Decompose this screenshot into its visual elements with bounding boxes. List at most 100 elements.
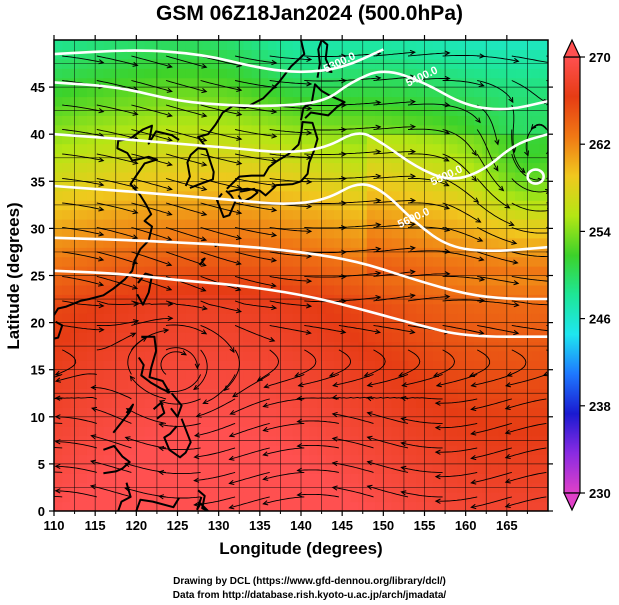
heat-cell xyxy=(301,209,310,220)
streamline xyxy=(164,374,202,392)
heat-cell xyxy=(325,473,335,484)
streamline xyxy=(229,471,270,484)
heat-cell xyxy=(383,379,393,390)
streamline-arrow xyxy=(193,453,200,460)
heat-cell xyxy=(218,40,228,51)
streamline xyxy=(407,202,450,210)
heat-cell xyxy=(202,369,212,380)
heat-cell xyxy=(449,40,459,51)
heat-cell xyxy=(498,266,508,277)
streamline-arrow xyxy=(200,286,207,292)
heat-cell xyxy=(416,143,426,154)
streamline xyxy=(476,104,499,145)
heat-cell xyxy=(128,96,137,107)
heat-cell xyxy=(539,426,548,437)
heat-cell xyxy=(408,40,417,51)
heat-cell xyxy=(366,237,376,248)
heat-cell xyxy=(292,322,302,333)
heat-cell xyxy=(251,228,261,239)
heat-cell xyxy=(136,115,146,126)
heat-cell xyxy=(119,237,129,248)
heat-cell xyxy=(161,501,170,511)
heat-cell xyxy=(259,397,269,408)
heat-cell xyxy=(103,209,113,220)
heat-cell xyxy=(383,454,393,465)
heat-cell xyxy=(54,397,63,408)
heat-cell xyxy=(457,68,467,79)
streamline xyxy=(96,332,136,351)
heat-cell xyxy=(432,284,442,295)
heat-cell xyxy=(366,426,376,437)
heat-cell xyxy=(78,360,88,371)
streamline-arrow xyxy=(54,439,61,445)
heat-cell xyxy=(169,492,179,503)
x-tick-label: 150 xyxy=(372,518,394,533)
heat-cell xyxy=(498,492,508,503)
streamline xyxy=(131,251,172,266)
heat-cell xyxy=(128,454,137,465)
heat-cell xyxy=(465,492,475,503)
heat-cell xyxy=(103,473,113,484)
streamline-arrow xyxy=(504,203,511,209)
heat-cell xyxy=(408,313,417,324)
heat-cell xyxy=(95,426,104,437)
heat-cell xyxy=(54,463,63,474)
heat-cell xyxy=(210,275,220,286)
heat-cell xyxy=(515,445,524,456)
streamline xyxy=(477,300,519,306)
streamline xyxy=(269,153,312,158)
streamline-arrow xyxy=(271,157,278,164)
heat-cell xyxy=(251,407,261,418)
heat-cell xyxy=(226,322,236,333)
heat-cell xyxy=(432,134,442,145)
heat-cell xyxy=(95,162,104,173)
heat-cell xyxy=(473,407,483,418)
heat-cell xyxy=(424,77,434,88)
heat-cell xyxy=(251,190,261,201)
streamline-arrow xyxy=(236,184,243,190)
heat-cell xyxy=(251,275,261,286)
heat-cell xyxy=(202,134,212,145)
credit-data-source: Data from http://database.rish.kyoto-u.a… xyxy=(172,590,447,601)
heat-cell xyxy=(78,416,88,427)
heat-cell xyxy=(301,190,310,201)
heat-cell xyxy=(128,284,137,295)
heat-cell xyxy=(292,426,302,437)
heat-cell xyxy=(301,350,310,361)
streamline xyxy=(196,398,236,417)
heat-cell xyxy=(498,218,508,229)
y-tick-label: 45 xyxy=(31,80,45,95)
heat-cell xyxy=(103,379,113,390)
streamline xyxy=(505,447,547,459)
heat-cell xyxy=(515,40,524,51)
heat-cell xyxy=(54,237,63,248)
streamline-arrow xyxy=(296,492,303,498)
streamline-arrow xyxy=(167,315,174,321)
heat-cell xyxy=(539,360,548,371)
heat-cell xyxy=(292,332,302,343)
streamline-arrow xyxy=(133,301,140,307)
wind-streamlines xyxy=(54,49,548,510)
heat-cell xyxy=(177,473,187,484)
heat-cell xyxy=(251,463,261,474)
heat-cell xyxy=(515,379,524,390)
heat-cell xyxy=(284,171,294,182)
heat-cell xyxy=(301,360,310,371)
heat-cell xyxy=(539,454,548,465)
heat-cell xyxy=(383,237,393,248)
heat-cell xyxy=(292,237,302,248)
heat-cell xyxy=(251,350,261,361)
streamline-arrow xyxy=(132,110,139,116)
heat-cell xyxy=(350,124,360,135)
heat-cell xyxy=(350,228,360,239)
heat-cell xyxy=(506,134,516,145)
streamline-arrow xyxy=(296,418,303,424)
streamline xyxy=(165,324,207,335)
heat-cell xyxy=(325,49,335,60)
streamline xyxy=(55,441,97,449)
heat-cell xyxy=(128,501,137,511)
heat-cell xyxy=(301,143,310,154)
heat-cell xyxy=(465,209,475,220)
heat-cell xyxy=(391,237,401,248)
heat-cell xyxy=(268,87,277,98)
